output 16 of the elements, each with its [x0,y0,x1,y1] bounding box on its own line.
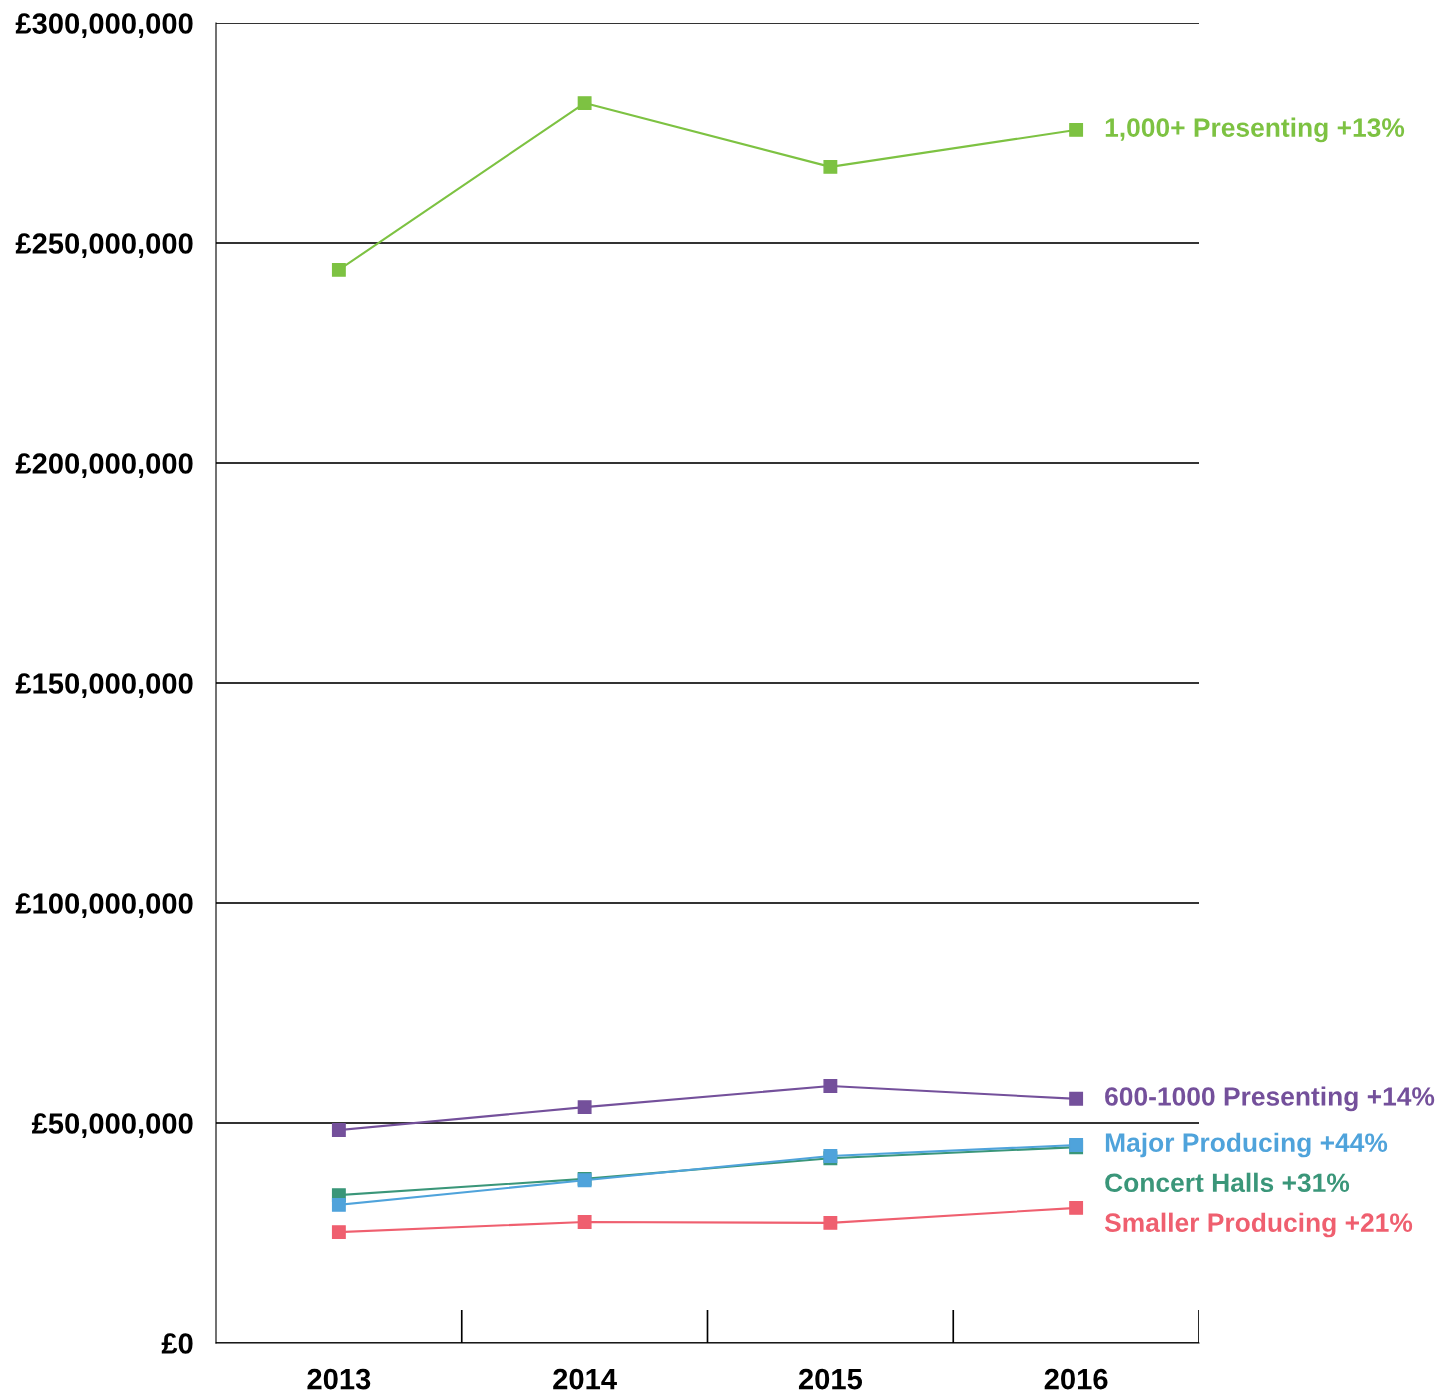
series-label: 600-1000 Presenting +14% [1105,1086,1435,1112]
series-label: Concert Halls +31% [1105,1172,1350,1193]
y-tick-label: £150,000,000 [15,673,193,699]
series-label: Major Producing +44% [1105,1132,1388,1158]
y-tick-label: £250,000,000 [15,233,193,259]
series-label: Smaller Producing +21% [1104,1212,1413,1238]
y-tick-label: £100,000,000 [15,893,193,919]
x-tick-label: 2014 [553,1368,617,1390]
x-tick-label: 2013 [307,1368,371,1390]
y-tick-label: £50,000,000 [31,1113,193,1139]
x-tick-label: 2015 [798,1368,863,1390]
y-tick-label: £300,000,000 [15,13,193,39]
y-tick-label: £0 [161,1333,193,1354]
y-tick-label: £200,000,000 [15,453,193,479]
x-tick-label: 2016 [1044,1368,1108,1390]
series-label: 1,000+ Presenting +13% [1105,117,1405,143]
